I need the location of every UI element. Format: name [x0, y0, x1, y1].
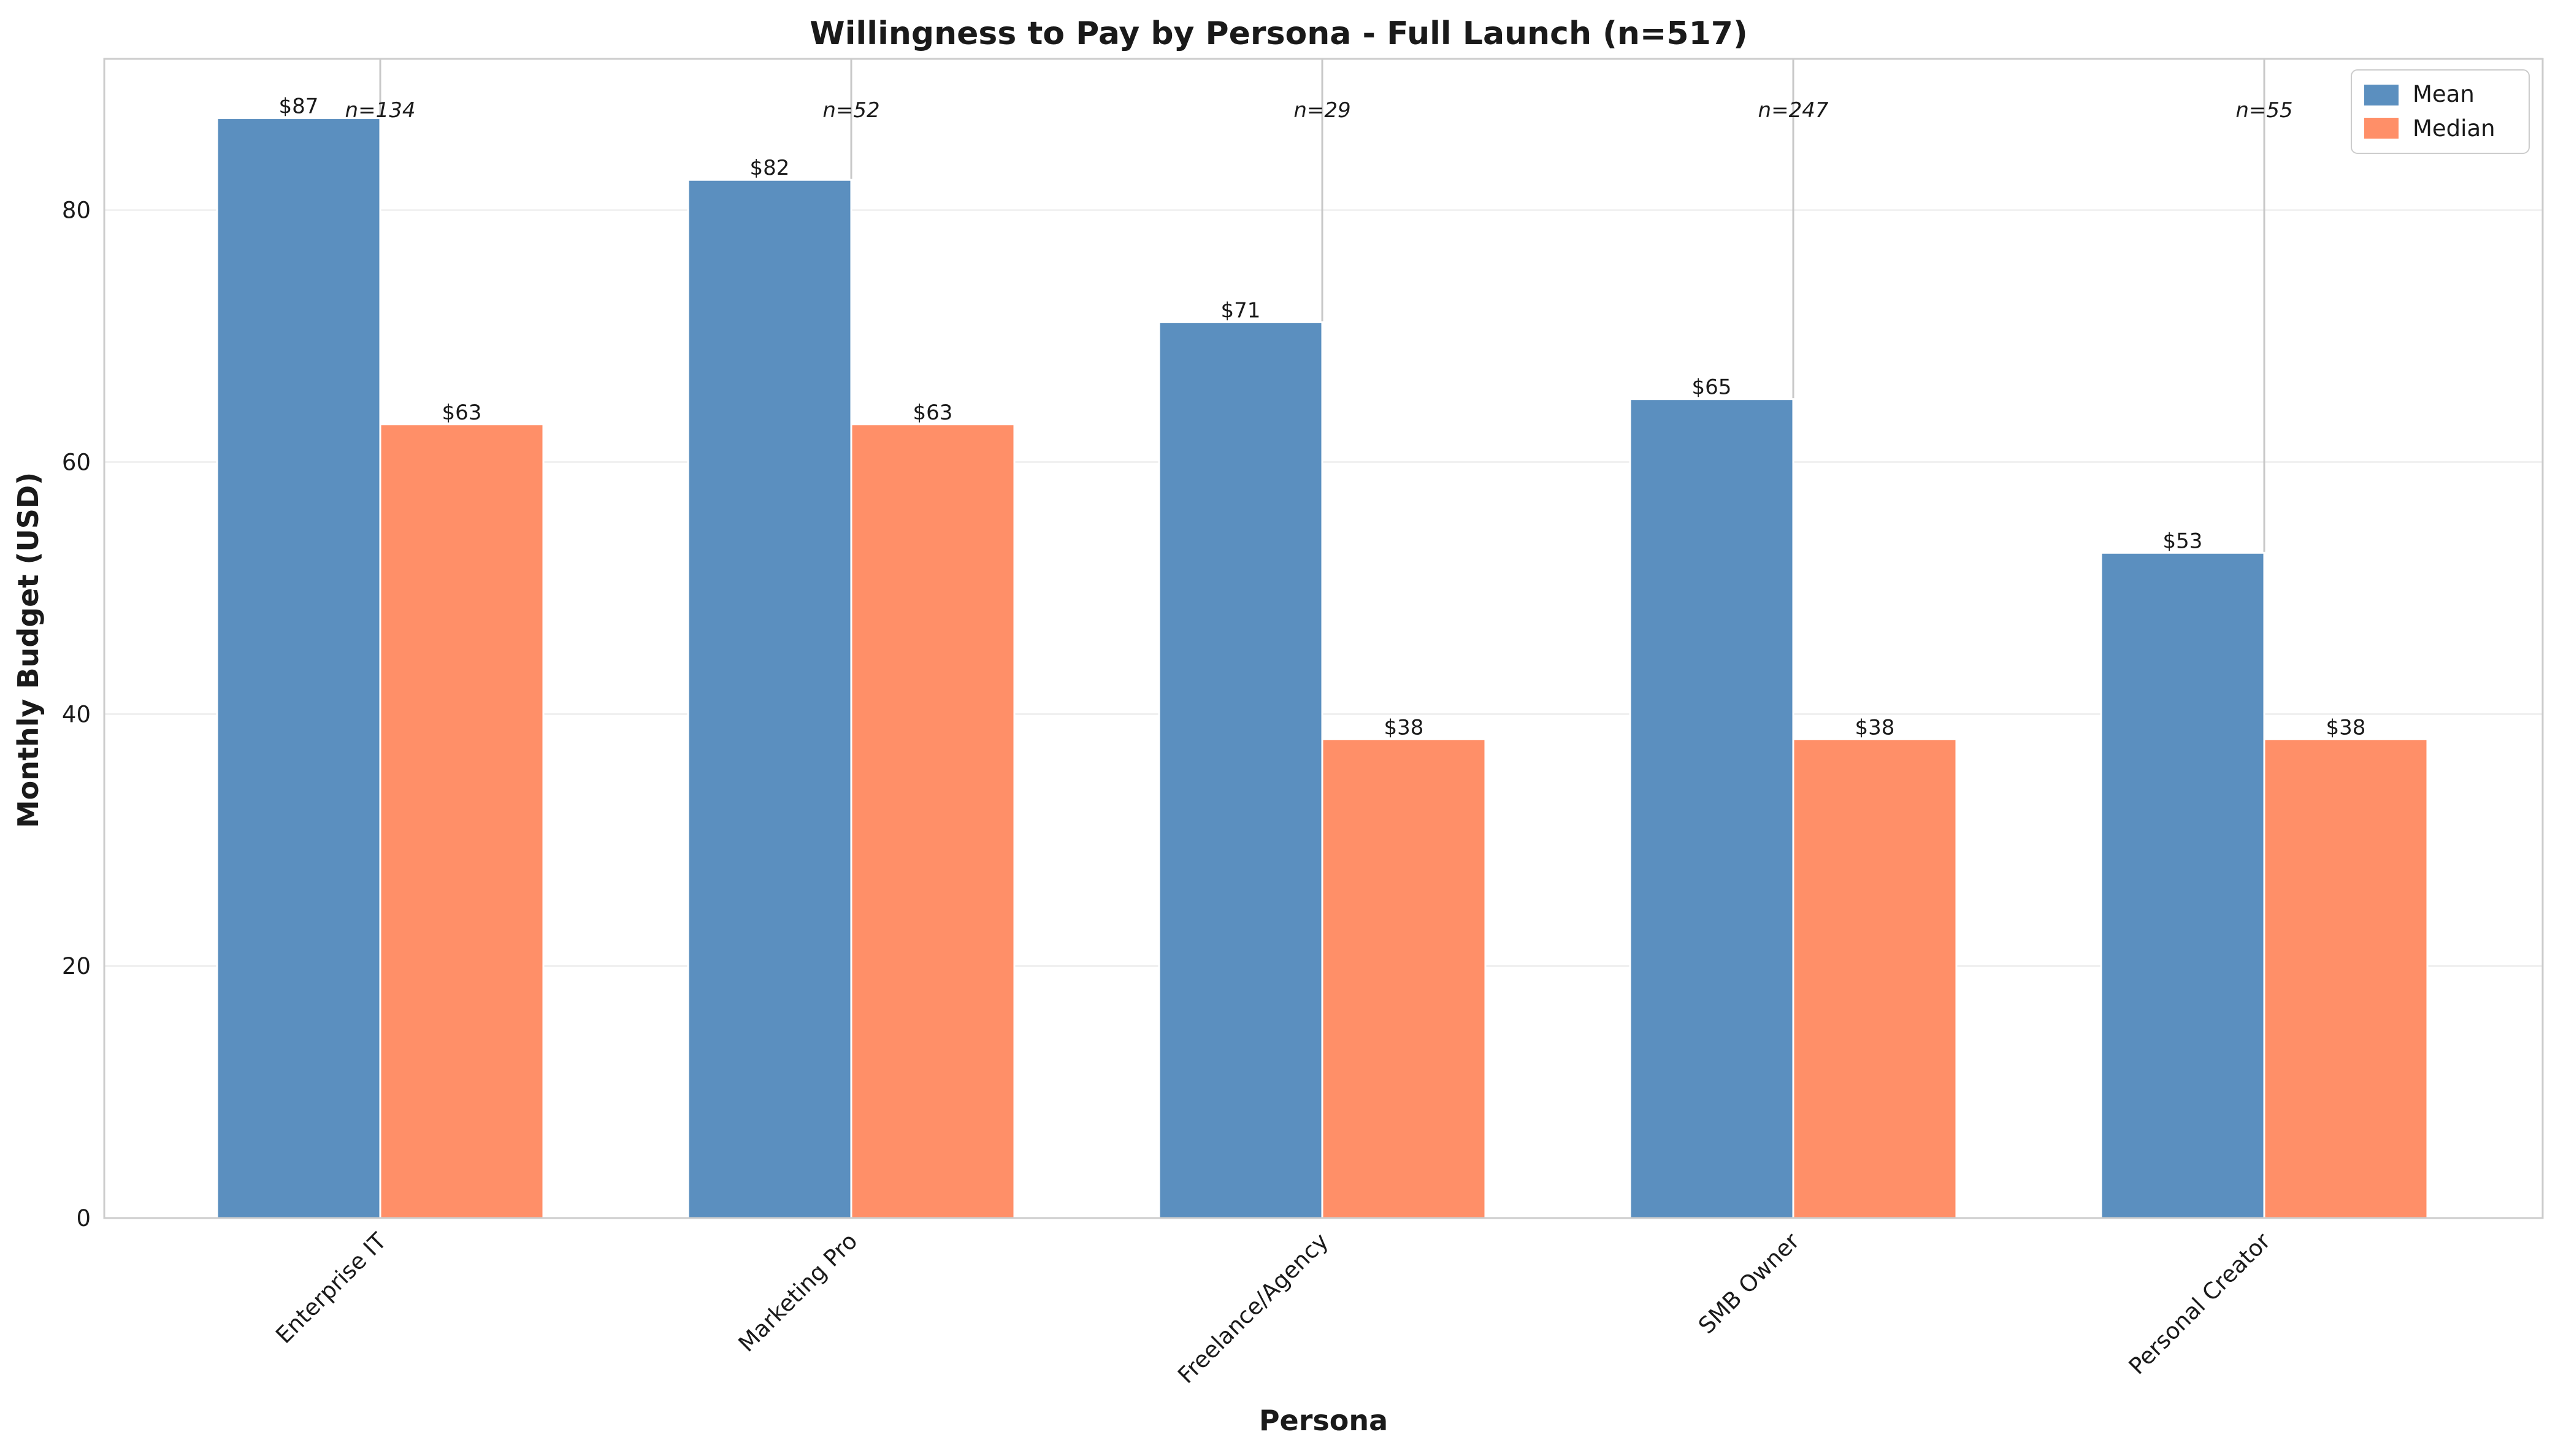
chart-title: Willingness to Pay by Persona - Full Lau…	[810, 15, 1747, 52]
y-tick-label-20: 20	[62, 953, 91, 979]
data-label-mean-3: $65	[1692, 375, 1732, 400]
bars	[216, 117, 2429, 1219]
sample-size-label-1: n=52	[822, 98, 879, 123]
bar-median-3	[1792, 738, 1958, 1219]
y-tick-label-0: 0	[76, 1205, 91, 1232]
bar-mean-0	[216, 117, 381, 1219]
bar-mean-3	[1629, 398, 1794, 1219]
sample-size-label-3: n=247	[1758, 98, 1829, 123]
data-label-mean-2: $71	[1221, 298, 1261, 323]
y-axis-label: Monthly Budget (USD)	[12, 472, 45, 828]
data-label-mean-0: $87	[279, 94, 319, 119]
y-axis-ticks: 0 20 40 60 80	[62, 197, 91, 1232]
y-tick-label-60: 60	[62, 449, 91, 475]
x-axis-label: Persona	[1259, 1404, 1388, 1437]
y-tick-label-40: 40	[62, 701, 91, 727]
data-label-median-3: $38	[1855, 715, 1895, 740]
bar-mean-1	[687, 178, 852, 1219]
data-label-median-0: $63	[442, 400, 482, 425]
sample-size-label-2: n=29	[1293, 98, 1350, 123]
sample-size-label-4: n=55	[2235, 98, 2292, 123]
legend-swatch-mean	[2364, 85, 2399, 105]
sample-size-label-0: n=134	[345, 98, 416, 123]
legend-label-median: Median	[2413, 115, 2495, 142]
data-label-mean-1: $82	[750, 156, 790, 180]
data-labels: $87 $63 n=134 $82 $63 n=52 $71 $38 n=29 $65 $38 n=2…	[279, 94, 2366, 740]
legend-swatch-median	[2364, 118, 2399, 139]
data-label-median-1: $63	[913, 400, 953, 425]
data-label-median-2: $38	[1384, 715, 1424, 740]
data-label-median-4: $38	[2326, 715, 2366, 740]
bar-median-1	[850, 423, 1016, 1219]
plot-frame	[103, 58, 2544, 1219]
bar-median-0	[379, 423, 545, 1219]
data-label-mean-4: $53	[2163, 529, 2203, 553]
bar-median-2	[1321, 738, 1487, 1219]
bar-median-4	[2263, 738, 2429, 1219]
legend-label-mean: Mean	[2413, 81, 2475, 107]
bar-mean-2	[1158, 321, 1323, 1219]
y-tick-label-80: 80	[62, 197, 91, 224]
bar-mean-4	[2100, 551, 2265, 1219]
legend: Mean Median	[2351, 69, 2530, 154]
